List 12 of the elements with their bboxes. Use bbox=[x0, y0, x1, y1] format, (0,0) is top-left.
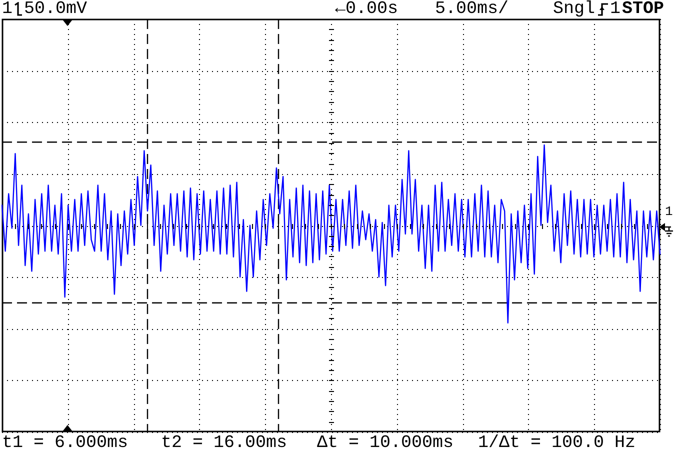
text: t1 = 6.000ms bbox=[2, 433, 128, 452]
text: 1 bbox=[2, 0, 13, 19]
text: 5.00ms/ bbox=[435, 0, 509, 19]
text: t2 = 16.00ms bbox=[161, 433, 288, 452]
text: STOP bbox=[622, 0, 664, 19]
text: Δt = 10.000ms bbox=[317, 433, 454, 452]
text: ←0.00s bbox=[335, 0, 398, 19]
text: 50.0mV bbox=[24, 0, 88, 19]
text: 1 bbox=[610, 0, 621, 19]
text: 1 bbox=[665, 204, 673, 219]
text: Sngl bbox=[553, 0, 596, 19]
text: 1/Δt = 100.0 Hz bbox=[478, 433, 636, 452]
